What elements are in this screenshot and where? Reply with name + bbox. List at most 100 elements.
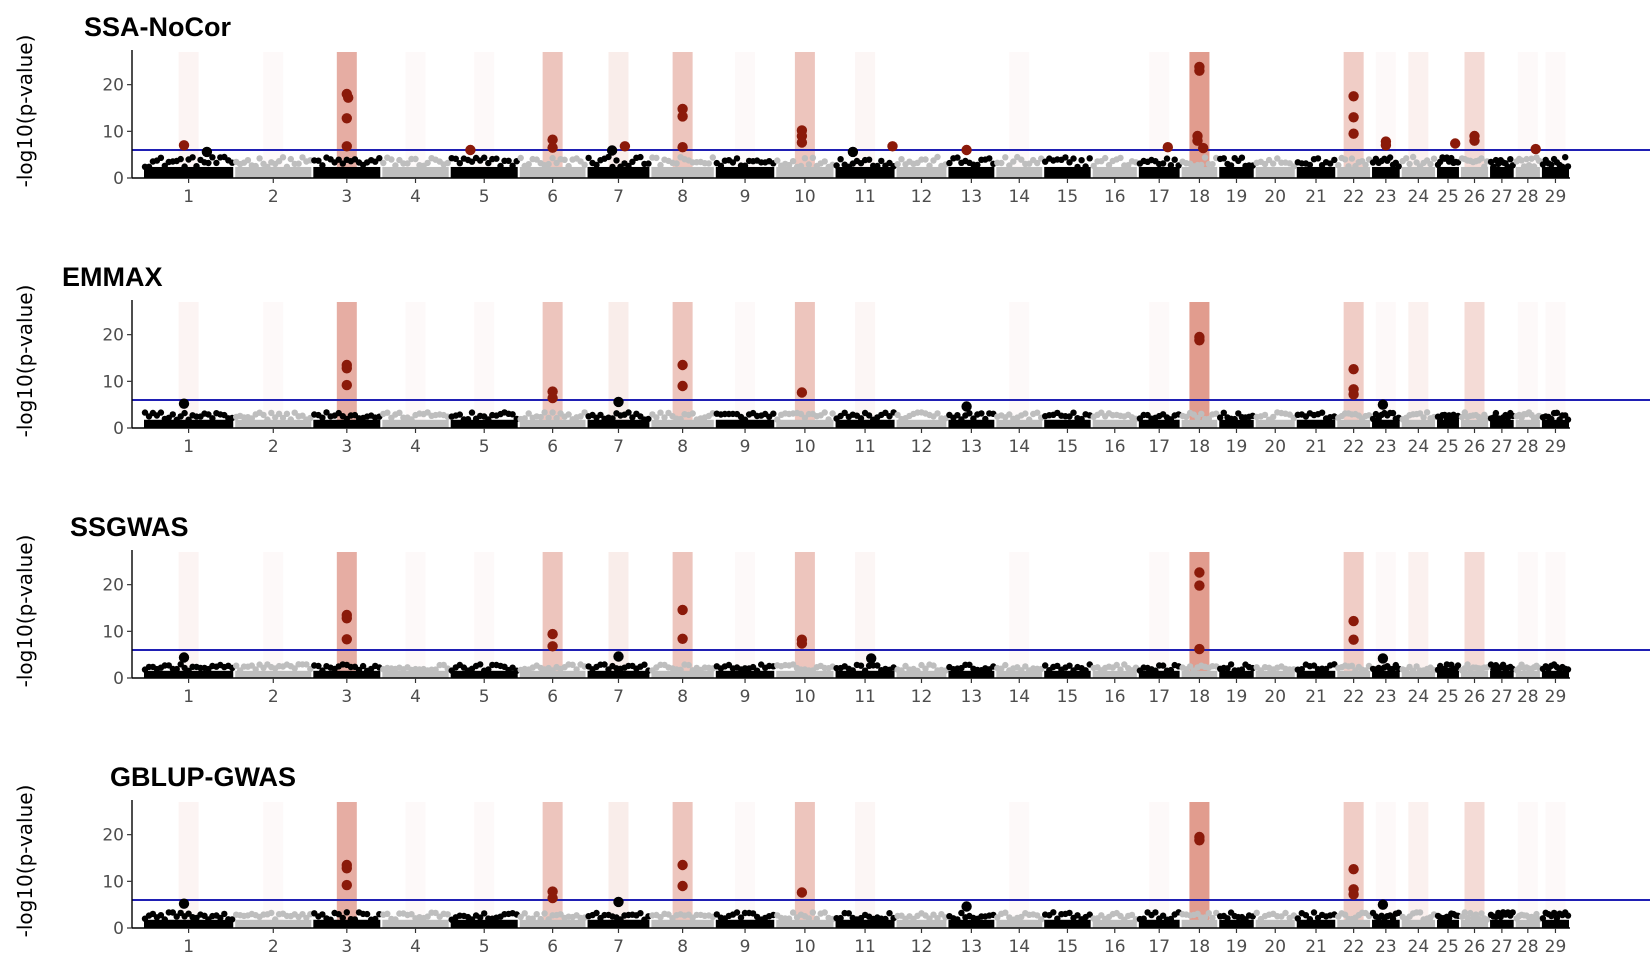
snp-point [529,915,536,922]
snp-point [1564,912,1572,919]
x-tick-label: 15 [1057,687,1079,707]
snp-mass [1219,919,1254,928]
snp-mass [835,419,895,428]
snp-point [1175,162,1182,169]
chr-band-8 [649,661,716,678]
top-snp-chr-18 [1194,580,1205,591]
snp-mass [144,419,234,428]
x-tick-label: 19 [1226,187,1248,207]
snp-point [1006,411,1013,418]
snp-point [837,156,844,163]
snp-point [1409,153,1417,161]
x-tick-label: 1 [183,687,194,707]
x-tick-label: 20 [1264,937,1286,957]
chr-band-16 [1090,661,1140,678]
snp-point [521,910,528,917]
snp-point [1559,163,1566,170]
chr-band-3 [311,909,383,928]
top-snp-chr-22 [1348,128,1359,139]
snp-point [657,409,664,416]
highlight-chr-26 [1464,802,1485,928]
x-tick-label: 20 [1264,187,1286,207]
x-tick-label: 21 [1305,437,1327,457]
snp-point [1562,154,1569,161]
chr-band-10 [774,154,836,178]
x-tick-label: 19 [1226,687,1248,707]
snp-point [549,154,556,162]
snp-point [617,916,624,923]
snp-mass [313,670,381,678]
snp-point [1528,155,1535,162]
snp-mass [1044,919,1091,928]
x-tick-label: 20 [1264,437,1286,457]
highlight-chr-24 [1408,552,1429,678]
snp-mass [382,919,449,928]
snp-mass [1490,166,1514,178]
snp-mass [1337,419,1371,428]
highlight-chr-6 [542,552,563,678]
x-tick-label: 3 [341,437,352,457]
x-tick-label: 25 [1437,687,1459,707]
x-tick-label: 4 [410,437,421,457]
snp-point [809,154,816,161]
snp-mass [1490,919,1514,928]
top-snp-chr-18 [1194,335,1205,346]
snp-mass [144,670,234,678]
snp-point [733,909,741,916]
snp-point [821,158,828,165]
highlight-chr-26 [1464,302,1485,428]
snp-point [209,154,216,161]
top-snp-chr-10 [796,887,808,898]
snp-point [1167,162,1175,169]
snp-point [1163,155,1171,162]
top-snp-chr-22 [1348,615,1359,627]
chr-band-4 [380,661,451,678]
chr-band-18 [1179,154,1220,178]
chr-band-14 [994,153,1045,178]
snp-mass [1296,919,1336,928]
chr-band-11 [833,156,897,178]
snp-point [825,416,832,423]
snp-point [1171,156,1178,163]
snp-point [1306,161,1314,169]
snp-mass [1138,166,1180,178]
chr-band-7 [585,661,652,678]
x-tick-label: 17 [1148,187,1170,207]
chr-band-9 [713,909,777,928]
highlight-chr-26 [1464,52,1485,178]
y-tick-label: 20 [102,326,124,346]
chr-band-19 [1217,661,1256,678]
x-tick-label: 11 [854,437,876,457]
snp-point [1310,909,1318,916]
chr-band-5 [448,154,520,178]
highlight-chr-6 [542,802,563,928]
snp-point [886,413,893,420]
snp-point [597,411,604,419]
x-tick-label: 18 [1189,937,1211,957]
chr-band-5 [448,661,520,678]
snp-point [1152,667,1159,674]
snp-point [797,162,805,170]
x-tick-label: 5 [479,937,490,957]
x-tick-label: 6 [547,687,558,707]
chr-band-9 [713,409,777,428]
x-tick-label: 25 [1437,187,1459,207]
snp-mass [651,166,714,178]
snp-point [1467,909,1474,917]
x-tick-label: 18 [1189,687,1211,707]
snp-point [966,410,973,417]
y-tick-label: 0 [113,419,124,439]
x-tick-label: 5 [479,437,490,457]
chr-band-6 [517,661,588,678]
x-tick-label: 14 [1008,187,1030,207]
snp-point [209,415,216,422]
snp-point [335,156,342,163]
snp-mass [1044,419,1091,428]
x-tick-label: 26 [1464,687,1486,707]
snp-mass [896,670,947,678]
snp-point [1217,414,1224,421]
snp-point [1066,413,1073,420]
snp-point [1224,915,1231,922]
